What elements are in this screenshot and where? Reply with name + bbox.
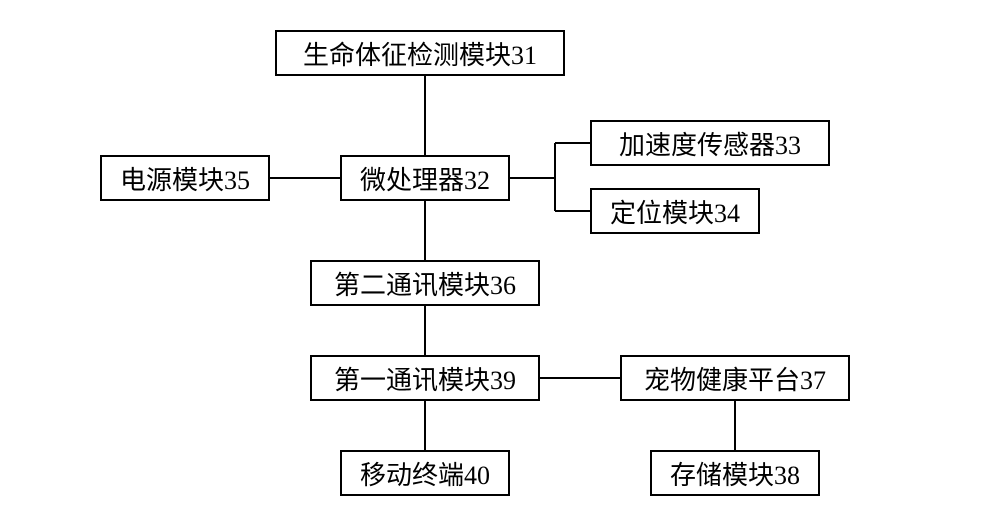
node-label: 定位模块34 — [610, 193, 740, 230]
node-label: 宠物健康平台37 — [644, 360, 826, 397]
node-n37: 宠物健康平台37 — [620, 355, 850, 401]
node-label: 第一通讯模块39 — [334, 360, 516, 397]
edge — [555, 142, 590, 144]
edge — [424, 76, 426, 155]
edge — [555, 210, 590, 212]
edge — [554, 143, 556, 211]
node-n35: 电源模块35 — [100, 155, 270, 201]
node-n34: 定位模块34 — [590, 188, 760, 234]
node-n31: 生命体征检测模块31 — [275, 30, 565, 76]
node-label: 微处理器32 — [360, 160, 490, 197]
node-n40: 移动终端40 — [340, 450, 510, 496]
node-label: 第二通讯模块36 — [334, 265, 516, 302]
node-label: 生命体征检测模块31 — [303, 35, 537, 72]
node-n32: 微处理器32 — [340, 155, 510, 201]
node-label: 移动终端40 — [360, 455, 490, 492]
node-n36: 第二通讯模块36 — [310, 260, 540, 306]
node-n39: 第一通讯模块39 — [310, 355, 540, 401]
node-label: 存储模块38 — [670, 455, 800, 492]
edge — [270, 177, 340, 179]
edge — [510, 177, 555, 179]
edge — [424, 401, 426, 450]
node-label: 加速度传感器33 — [619, 125, 801, 162]
edge — [424, 201, 426, 260]
node-n33: 加速度传感器33 — [590, 120, 830, 166]
edge — [734, 401, 736, 450]
edge — [540, 377, 620, 379]
node-n38: 存储模块38 — [650, 450, 820, 496]
node-label: 电源模块35 — [120, 160, 250, 197]
edge — [424, 306, 426, 355]
